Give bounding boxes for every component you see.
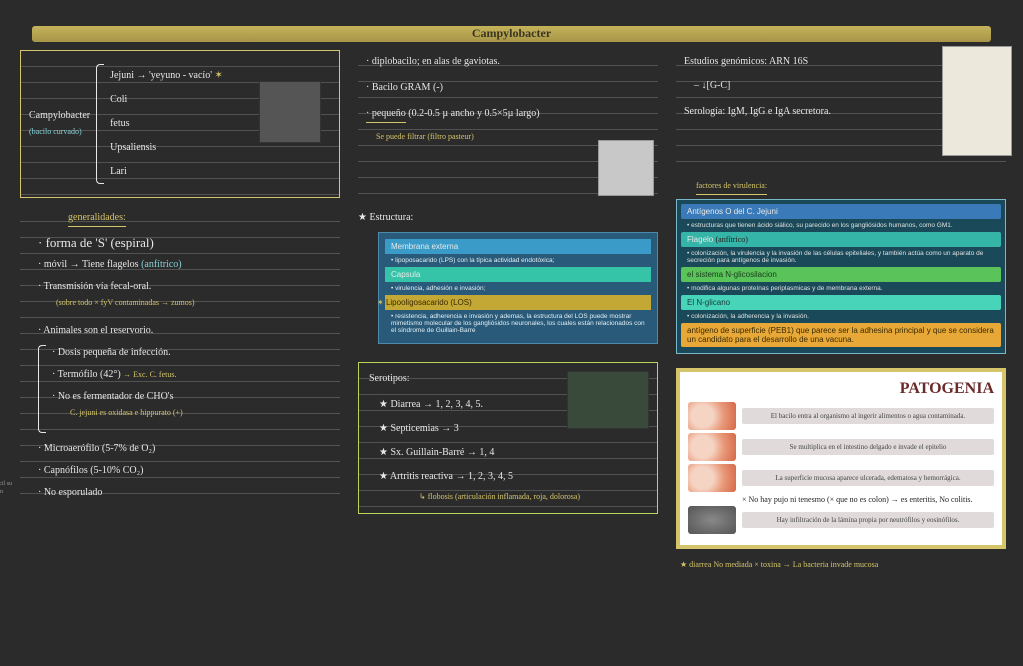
generalidades-header: generalidades: bbox=[68, 210, 126, 227]
column-mid: · diplobacilo; en alas de gaviotas. · Ba… bbox=[358, 50, 658, 573]
patogenia-box: PATOGENIA El bacilo entra al organismo a… bbox=[676, 368, 1006, 549]
vir-box: Antígenos O del C. Jejuni • estructuras … bbox=[676, 199, 1006, 354]
estructura-header: ★ Estructura: bbox=[358, 210, 658, 226]
estr-sub-2: • resistencia, adherencia e invasión y a… bbox=[385, 312, 651, 337]
line-cho: · No es fermentador de CHO's bbox=[52, 389, 183, 405]
morph-0: · diplobacilo; en alas de gaviotas. bbox=[366, 54, 650, 70]
smear-image bbox=[942, 46, 1012, 156]
sero-3: ★ Artritis reactiva → 1, 2, 3, 4, 5 bbox=[379, 469, 647, 485]
morph-block: · diplobacilo; en alas de gaviotas. · Ba… bbox=[358, 50, 658, 198]
vir-sub-1: • colonización, la virulencia y la invas… bbox=[681, 249, 1001, 267]
species-4: Lari bbox=[110, 164, 223, 180]
column-left: Campylobacter (bacilo curvado) Jejuni → … bbox=[20, 50, 340, 573]
virulencia-block: factores de virulencia: Antígenos O del … bbox=[676, 176, 1006, 354]
line-capno: · Capnófilos (5-10% CO₂) bbox=[38, 463, 332, 479]
estr-sub-1: • virulencia, adhesión e invasión; bbox=[385, 284, 651, 295]
line-micro: · Microaerófilo (5-7% de O₂) bbox=[38, 441, 332, 457]
serotipos-box: Serotipos: ★ Diarrea → 1, 2, 3, 4, 5. ★ … bbox=[358, 362, 658, 514]
microscopy-image-1 bbox=[259, 81, 321, 143]
side-note: × eso es difícil su identificación bbox=[0, 480, 25, 496]
vir-header: factores de virulencia: bbox=[696, 178, 767, 195]
page-title: Campylobacter bbox=[32, 26, 991, 42]
vir-row-3: El N-glicano bbox=[681, 295, 1001, 310]
estructura-block: ★ Estructura: Membrana externa • lipopos… bbox=[358, 206, 658, 344]
vir-sub-2: • modifica algunas proteínas periplasmic… bbox=[681, 284, 1001, 295]
pat-row-2: La superficie mucosa aparece ulcerada, e… bbox=[688, 464, 994, 492]
pat-row-0: El bacilo entra al organismo al ingerir … bbox=[688, 402, 994, 430]
pat-footer: ★ diarrea No mediada × toxina → La bacte… bbox=[680, 557, 1006, 573]
species-0: Jejuni → 'yeyuno - vacío' ✶ bbox=[110, 68, 223, 84]
genus-label: Campylobacter bbox=[29, 108, 90, 124]
species-2: fetus bbox=[110, 116, 223, 132]
generalidades-block: generalidades: · forma de 'S' (espiral) … bbox=[20, 206, 340, 505]
filter-image bbox=[598, 140, 654, 196]
genomics-block: Estudios genómicos: ARN 16S – ↓[G-C] Ser… bbox=[676, 50, 1006, 168]
vir-row-2: el sistema N-glicosilacion bbox=[681, 267, 1001, 282]
morph-2: · pequeño (0.2-0.5 µ ancho y 0.5×5µ larg… bbox=[366, 106, 650, 123]
line-dosis: · Dosis pequeña de infección. bbox=[52, 345, 183, 361]
pat-title: PATOGENIA bbox=[688, 380, 994, 398]
line-transm: · Transmisión vía fecal-oral. bbox=[38, 279, 332, 295]
bacteria-image bbox=[567, 371, 649, 429]
vir-row-4: antígeno de superficie (PEB1) que parece… bbox=[681, 323, 1001, 347]
line-espor: · No esporulado bbox=[38, 485, 332, 501]
pat-row-3: Hay infiltración de la lámina propia por… bbox=[688, 506, 994, 534]
vir-row-1: Flagelo (anfítrico) bbox=[681, 232, 1001, 247]
morph-1: · Bacilo GRAM (-) bbox=[366, 80, 650, 96]
line-movil: · móvil → Tiene flagelos (anfítrico) bbox=[38, 257, 332, 273]
genus-note: (bacilo curvado) bbox=[29, 124, 90, 140]
column-right: Estudios genómicos: ARN 16S – ↓[G-C] Ser… bbox=[676, 50, 1006, 573]
estructura-box: Membrana externa • lipoposacarido (LPS) … bbox=[378, 232, 658, 344]
sero-2: ★ Sx. Guillain-Barré → 1, 4 bbox=[379, 445, 647, 461]
species-1: Coli bbox=[110, 92, 223, 108]
cho-note: C. jejuni es oxidasa e hippurato (+) bbox=[70, 405, 183, 421]
vir-sub-0: • estructuras que tienen ácido siálico, … bbox=[681, 221, 1001, 232]
species-box: Campylobacter (bacilo curvado) Jejuni → … bbox=[20, 50, 340, 198]
line-forma: · forma de 'S' (espiral) bbox=[38, 235, 332, 251]
pat-row-1: Se multiplica en el intestino delgado e … bbox=[688, 433, 994, 461]
line-termo: · Termófilo (42°) → Exc. C. fetus. bbox=[52, 367, 183, 383]
estr-row-1: Capsula bbox=[385, 267, 651, 282]
vir-row-0: Antígenos O del C. Jejuni bbox=[681, 204, 1001, 219]
transm-note: (sobre todo × fyV contaminadas → zumos) bbox=[56, 295, 332, 311]
species-3: Upsaliensis bbox=[110, 140, 223, 156]
estr-row-2: ✶ Lipooligosacarido (LOS) bbox=[385, 295, 651, 310]
estr-sub-0: • lipoposacarido (LPS) con la típica act… bbox=[385, 256, 651, 267]
line-animales: · Animales son el reservorio. bbox=[38, 323, 332, 339]
estr-row-0: Membrana externa bbox=[385, 239, 651, 254]
flobosis-note: ↳ flobosis (articulación inflamada, roja… bbox=[419, 489, 647, 505]
pat-note3: × No hay pujo ni tenesmo (× que no es co… bbox=[742, 495, 994, 504]
page-grid: Campylobacter (bacilo curvado) Jejuni → … bbox=[0, 50, 1023, 573]
vir-sub-3: • colonización, la adherencia y la invas… bbox=[681, 312, 1001, 323]
